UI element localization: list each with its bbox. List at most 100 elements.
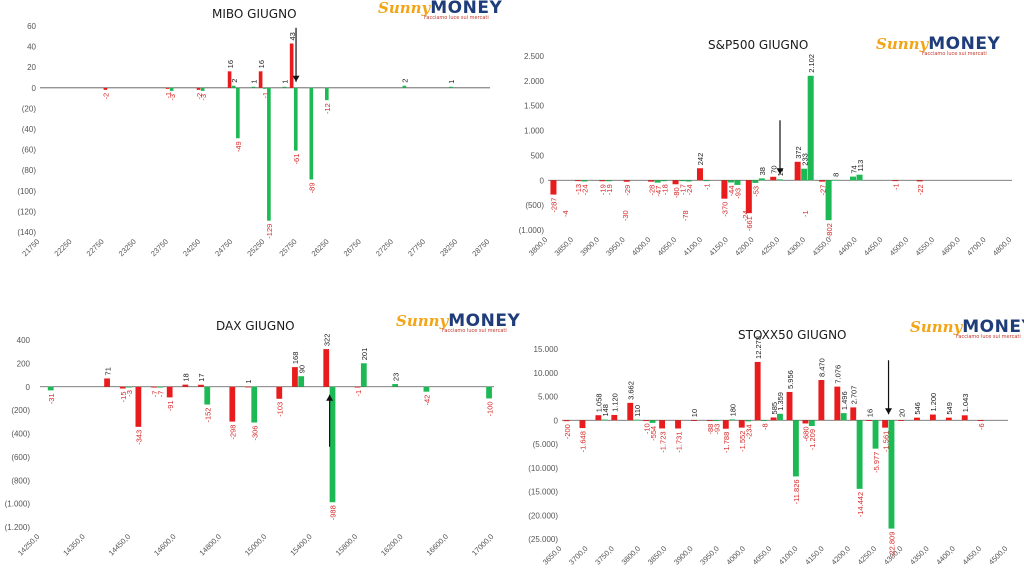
- data-label: -554: [649, 426, 658, 441]
- data-label: -24: [685, 184, 694, 195]
- bar: [643, 420, 650, 422]
- chart-title: DAX GIUGNO: [216, 319, 295, 333]
- y-tick-label: (1.000): [5, 500, 31, 509]
- y-tick-label: 0: [554, 416, 559, 425]
- x-tick-label: 23250: [117, 237, 138, 258]
- y-tick-label: 20: [27, 63, 36, 72]
- data-label: -12: [323, 103, 332, 114]
- bar: [282, 86, 287, 88]
- x-tick-label: 4500,0: [987, 544, 1010, 567]
- chart-title: MIBO GIUGNO: [212, 7, 297, 21]
- arrow-head: [885, 408, 893, 415]
- bar: [402, 85, 407, 88]
- data-label: -200: [563, 424, 572, 439]
- data-label: 12.278: [754, 336, 763, 359]
- bar: [325, 87, 329, 101]
- bar: [872, 420, 879, 449]
- data-label: -103: [276, 402, 285, 417]
- data-label: 71: [103, 367, 112, 375]
- data-label: -2: [102, 93, 111, 100]
- x-tick-label: 25250: [245, 237, 266, 258]
- data-label: -44: [727, 185, 736, 196]
- data-label: 585: [770, 402, 779, 415]
- data-label: -1.561: [881, 431, 890, 452]
- x-tick-label: 4800,0: [991, 235, 1014, 258]
- data-label: -2: [195, 93, 204, 100]
- bar: [654, 180, 661, 183]
- x-tick-label: 26750: [342, 237, 363, 258]
- bar: [649, 420, 656, 423]
- data-label: 242: [696, 153, 705, 166]
- x-tick-label: 4300,0: [785, 235, 808, 258]
- bar: [309, 87, 314, 180]
- data-label: -6: [977, 423, 986, 430]
- x-tick-label: 4050,0: [656, 235, 679, 258]
- bar: [882, 420, 889, 428]
- data-label: 148: [601, 404, 610, 417]
- bar: [761, 420, 767, 422]
- bar: [157, 386, 164, 388]
- data-label: 201: [360, 348, 369, 361]
- x-tick-label: 28250: [438, 237, 459, 258]
- x-tick-label: 14450,0: [107, 532, 133, 558]
- x-tick-label: 22250: [52, 237, 73, 258]
- data-label: -3: [199, 94, 208, 101]
- data-label: -1.552: [738, 431, 747, 452]
- data-label: -343: [135, 430, 144, 445]
- bar: [856, 174, 863, 181]
- data-label: -7: [150, 391, 159, 398]
- data-label: -287: [550, 198, 559, 213]
- dax-chart: 400 200 0 (200) (400) (600) (800) (1.000) (1.200…: [5, 334, 496, 558]
- data-label: -3: [125, 390, 134, 397]
- bar: [745, 180, 752, 214]
- bar: [819, 180, 826, 182]
- bar: [486, 386, 492, 399]
- bar: [866, 420, 873, 421]
- bar: [792, 420, 799, 477]
- data-label: -15: [119, 392, 128, 403]
- data-label: -7: [157, 391, 166, 398]
- bar: [808, 420, 815, 426]
- y-tick-label: 2.000: [524, 77, 545, 86]
- bar: [47, 386, 54, 391]
- logo-tagline: Facciamo luce sui mercati: [922, 51, 987, 57]
- bar: [245, 386, 251, 388]
- bar: [169, 87, 174, 91]
- data-label: 38: [758, 167, 767, 175]
- y-tick-label: (600): [11, 453, 30, 462]
- chart-title: S&P500 GIUGNO: [708, 38, 809, 52]
- data-label: -27: [818, 185, 827, 196]
- bar: [892, 180, 899, 182]
- y-tick-label: (5.000): [533, 440, 559, 449]
- bar: [262, 87, 267, 89]
- x-tick-label: 4100,0: [777, 544, 800, 567]
- y-tick-label: (140): [17, 228, 36, 237]
- bar: [229, 386, 236, 422]
- data-label: 43: [288, 32, 297, 40]
- x-tick-label: 24750: [213, 237, 234, 258]
- x-tick-label: 3850,0: [646, 544, 669, 567]
- data-label: -802: [825, 223, 834, 238]
- data-label: 16: [257, 60, 266, 68]
- data-label: -100: [485, 401, 494, 416]
- x-tick-label: 14800,0: [197, 532, 223, 558]
- sp500-chart: 2.5002.0001.5001.0005000(500)(1.000)-287…: [519, 52, 1014, 258]
- y-tick-label: 40: [27, 43, 36, 52]
- bar: [293, 87, 298, 151]
- bar: [727, 180, 734, 183]
- data-label: 3.662: [626, 381, 635, 400]
- bar: [627, 402, 634, 421]
- y-tick-label: (20.000): [528, 511, 558, 520]
- sp500-chart-panel: S&P500 GIUGNO SunnyMONEY Facciamo luce s…: [512, 0, 1024, 289]
- logo-tagline: Facciamo luce sui mercati: [424, 15, 489, 21]
- y-tick-label: (1.000): [519, 226, 545, 235]
- x-tick-label: 3800,0: [620, 544, 643, 567]
- data-label: -129: [265, 224, 274, 239]
- x-tick-label: 4050,0: [751, 544, 774, 567]
- y-tick-label: 5.000: [538, 393, 559, 402]
- x-tick-label: 4200,0: [829, 544, 852, 567]
- x-tick-label: 21750: [20, 237, 41, 258]
- bar: [103, 87, 108, 90]
- bar: [679, 180, 686, 182]
- x-tick-label: 3800,0: [527, 235, 550, 258]
